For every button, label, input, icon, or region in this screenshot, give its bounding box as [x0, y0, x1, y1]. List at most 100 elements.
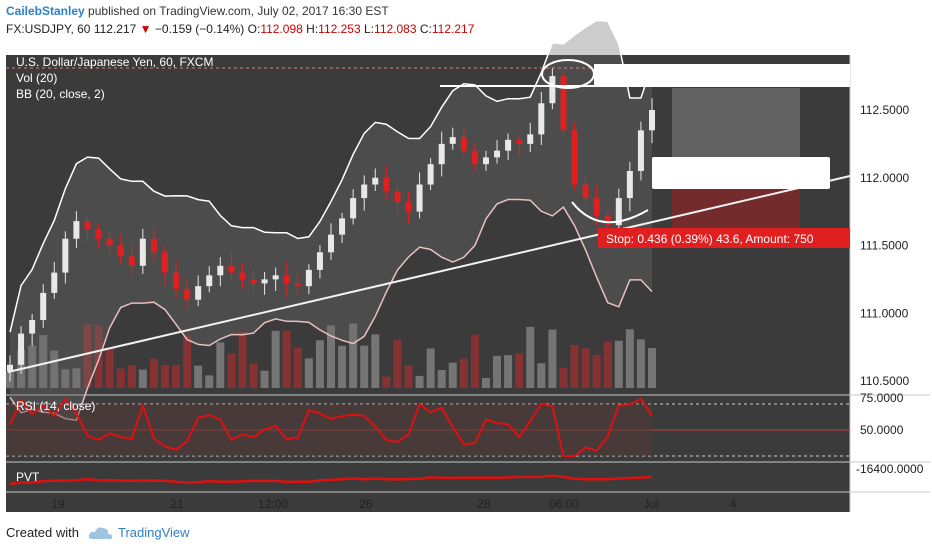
candle-body — [206, 275, 213, 287]
bb-upper-band — [9, 19, 653, 333]
candle-body — [128, 256, 135, 266]
volume-bar — [304, 358, 313, 388]
author-link[interactable]: CailebStanley — [6, 4, 85, 18]
time-tick: Jul — [643, 497, 658, 511]
volume-bar — [50, 350, 59, 388]
candle-body — [161, 252, 168, 273]
position-box[interactable] — [652, 157, 830, 189]
rsi-pane — [6, 397, 850, 457]
change-arrow-icon: ▼ — [139, 22, 152, 36]
volume-bar — [172, 365, 181, 388]
candle-body — [272, 275, 279, 280]
volume-bar — [636, 339, 645, 388]
bollinger-bands — [9, 19, 653, 422]
trendline[interactable] — [7, 175, 851, 373]
candle-body — [615, 198, 622, 226]
candle-body — [328, 234, 334, 253]
volume-bar — [116, 368, 125, 388]
volume-bar — [216, 342, 225, 388]
volume-bar — [282, 330, 291, 388]
volume-bar — [83, 324, 92, 388]
volume-bar — [515, 353, 524, 388]
candle-body — [372, 177, 379, 185]
pvt-indicator-label: PVT — [16, 470, 40, 484]
candle-body — [117, 245, 124, 257]
candle-body — [261, 279, 268, 284]
price-chart[interactable]: Stop: 0.436 (0.39%) 43.6, Amount: 750 U.… — [0, 0, 932, 520]
tradingview-link[interactable]: TradingView — [118, 525, 190, 540]
stop-label-box — [598, 228, 850, 248]
symbol-label: FX:USDJPY, 60 — [6, 22, 91, 36]
open-value: 112.098 — [260, 22, 303, 36]
volume-bar — [72, 368, 81, 388]
chart-title: U.S. Dollar/Japanese Yen, 60, FXCM — [16, 55, 213, 69]
time-axis: 19 21 12:00 26 28 06:00 Jul 4 — [51, 497, 736, 511]
stop-label: Stop: 0.436 (0.39%) 43.6, Amount: 750 — [606, 232, 814, 246]
candle-body — [649, 110, 655, 131]
price-tick: 111.0000 — [860, 306, 909, 320]
price-tick: 111.5000 — [860, 239, 909, 253]
candle-body — [150, 238, 157, 253]
candle-body — [405, 202, 412, 212]
candle-body — [84, 221, 91, 230]
volume-bar — [327, 325, 335, 388]
candle-body — [438, 143, 445, 165]
candle-body — [626, 170, 633, 199]
volume-bar — [349, 323, 358, 388]
price-tick: 112.5000 — [860, 103, 909, 117]
volume-bar — [238, 331, 247, 388]
entry-box[interactable] — [594, 64, 850, 86]
pvt-pane — [9, 474, 653, 486]
candle-body — [560, 76, 567, 131]
volume-bar — [493, 355, 502, 388]
bottom-arc-annotation[interactable] — [571, 201, 649, 224]
time-tick: 28 — [477, 497, 491, 511]
volume-bar — [581, 348, 590, 388]
candle-body — [383, 177, 390, 192]
candle-body — [471, 150, 478, 165]
volume-bars — [6, 323, 656, 388]
candle-body — [106, 238, 113, 246]
ohlc-line: FX:USDJPY, 60 112.217 ▼ −0.159 (−0.14%) … — [6, 22, 474, 36]
time-tick: 26 — [359, 497, 373, 511]
rsi-band-fill — [6, 404, 652, 456]
time-tick: 12:00 — [258, 497, 288, 511]
footer: Created with TradingView — [0, 520, 932, 550]
candle-body — [73, 221, 80, 239]
open-label: O: — [247, 22, 261, 36]
volume-bar — [61, 369, 70, 388]
volume-bar — [404, 365, 413, 388]
candle-body — [95, 229, 102, 239]
bb-lower-band — [9, 198, 653, 422]
volume-bar — [548, 329, 557, 388]
candle-body — [482, 157, 489, 165]
candle-body — [18, 333, 25, 365]
high-value: 112.253 — [318, 22, 361, 36]
tradingview-cloud-icon — [88, 527, 113, 540]
volume-bar — [227, 353, 236, 388]
rsi-tick-75: 75.0000 — [860, 391, 904, 405]
volume-bar — [105, 347, 114, 388]
price-tick: 110.5000 — [860, 374, 909, 388]
candle-body — [549, 76, 556, 104]
candle-body — [40, 292, 47, 321]
volume-bar — [559, 367, 568, 388]
candle-body — [394, 191, 401, 203]
candle-body — [427, 164, 434, 185]
candle-body — [460, 137, 467, 151]
volume-bar — [260, 370, 269, 388]
volume-bar — [437, 369, 446, 388]
volume-bar — [537, 363, 546, 388]
candle-body — [184, 288, 191, 300]
high-label: H: — [306, 22, 319, 36]
candle-body — [571, 130, 578, 185]
candle-body — [449, 137, 456, 144]
rsi-line — [9, 397, 653, 457]
published-text: published on TradingView.com, July 02, 2… — [88, 4, 389, 18]
close-label: C: — [419, 22, 432, 36]
volume-bar — [94, 325, 103, 388]
volume-bar — [371, 334, 380, 388]
volume-bar — [249, 363, 258, 388]
candles — [7, 67, 655, 382]
close-value: 112.217 — [431, 22, 475, 36]
